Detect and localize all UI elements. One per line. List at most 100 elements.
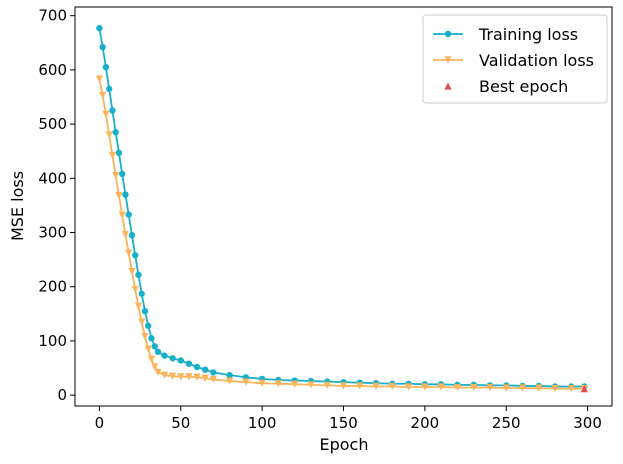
x-tick-label: 50 [171, 414, 190, 432]
data-point [502, 384, 510, 392]
data-point [99, 91, 107, 99]
data-point [151, 343, 158, 350]
data-point [109, 107, 116, 114]
data-point [138, 318, 146, 326]
data-point [177, 357, 184, 364]
x-tick-label: 250 [492, 414, 521, 432]
data-point [177, 373, 185, 381]
y-tick-label: 200 [38, 278, 67, 296]
data-point [169, 372, 177, 380]
data-point [118, 211, 126, 219]
data-point [102, 63, 110, 71]
data-point [161, 352, 168, 359]
data-point [122, 191, 129, 198]
x-tick-label: 150 [329, 414, 358, 432]
data-point [112, 171, 120, 180]
data-point [160, 371, 169, 379]
legend-entry-label: Training loss [478, 25, 578, 44]
x-axis-label: Epoch [320, 435, 369, 454]
data-point [132, 252, 139, 259]
data-point [339, 382, 348, 390]
data-point [185, 360, 193, 367]
data-point [169, 355, 176, 362]
data-point [145, 322, 152, 329]
data-point [135, 271, 142, 279]
legend-marker [444, 30, 452, 38]
data-point [307, 381, 315, 389]
data-point [128, 267, 136, 276]
data-point [185, 373, 193, 381]
y-tick-label: 100 [38, 332, 67, 350]
legend-entry-label: Best epoch [479, 77, 568, 96]
data-point [580, 385, 588, 393]
legend-marker [444, 56, 452, 64]
data-point [102, 110, 110, 118]
y-tick-label: 600 [38, 61, 67, 79]
data-point [291, 380, 299, 388]
data-point [112, 129, 119, 136]
data-point [372, 382, 380, 391]
y-axis-ticks: 0 100 200 300 400 500 600 700 [38, 7, 75, 404]
data-point [115, 192, 123, 200]
legend-entry-label: Validation loss [479, 51, 594, 70]
data-point [551, 385, 559, 393]
data-point [115, 149, 123, 157]
data-point [567, 385, 575, 393]
data-point [226, 371, 233, 379]
data-point [470, 383, 478, 392]
data-point [154, 368, 162, 376]
data-point [154, 348, 162, 355]
data-point [201, 366, 209, 373]
data-point [95, 75, 104, 83]
legend-frame [422, 14, 608, 104]
legend: Training loss Validation loss Best epoch [422, 14, 608, 104]
data-point [134, 302, 143, 310]
x-tick-label: 100 [248, 414, 277, 432]
data-point [209, 375, 217, 384]
x-tick-label: 200 [411, 414, 440, 432]
x-axis-ticks: 0 50 100 150 200 250 300 [95, 406, 602, 432]
y-tick-label: 700 [38, 7, 67, 25]
data-point [141, 307, 149, 315]
y-axis-label: MSE loss [8, 171, 27, 241]
y-tick-label: 300 [38, 224, 67, 242]
series-2 [580, 385, 588, 393]
data-point [151, 363, 159, 371]
data-point [125, 249, 133, 257]
data-point [486, 383, 494, 392]
legend-marker [444, 82, 452, 90]
data-point [274, 380, 283, 388]
data-point [421, 383, 429, 391]
data-point [225, 377, 234, 385]
data-point [258, 379, 266, 387]
data-point [323, 381, 331, 389]
x-tick-label: 300 [573, 414, 602, 432]
data-point [453, 383, 462, 392]
data-point [128, 232, 136, 239]
series-layer [95, 24, 588, 393]
data-point [108, 151, 117, 160]
y-tick-label: 400 [38, 169, 67, 187]
data-point [437, 383, 445, 391]
data-point [99, 43, 106, 51]
data-point [105, 131, 113, 139]
data-point [210, 369, 217, 376]
data-point [404, 383, 413, 391]
data-point [147, 355, 156, 363]
data-point [105, 85, 113, 93]
data-point [388, 382, 396, 391]
data-point [242, 378, 250, 386]
data-point [144, 345, 152, 353]
data-point [193, 373, 201, 381]
data-point [148, 335, 155, 342]
data-point [118, 170, 126, 178]
data-point [535, 384, 543, 392]
data-point [518, 384, 527, 392]
data-point [96, 24, 103, 32]
data-point [131, 285, 139, 294]
data-point [201, 374, 209, 382]
data-point [356, 382, 364, 390]
series-1 [95, 75, 588, 393]
data-point [125, 211, 132, 218]
